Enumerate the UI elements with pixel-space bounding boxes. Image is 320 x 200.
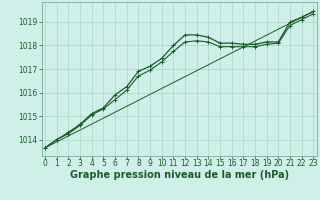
X-axis label: Graphe pression niveau de la mer (hPa): Graphe pression niveau de la mer (hPa): [70, 170, 289, 180]
